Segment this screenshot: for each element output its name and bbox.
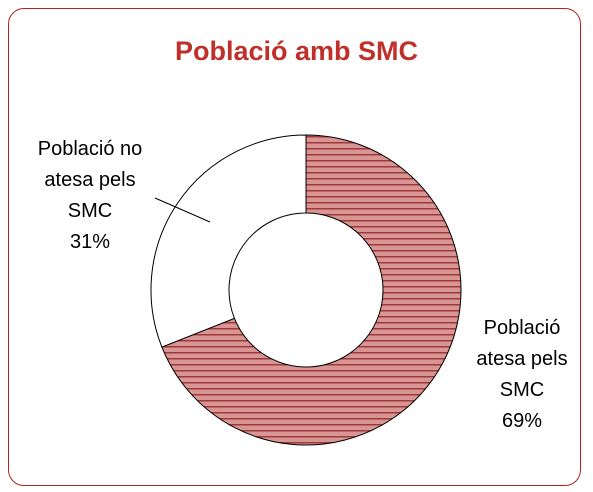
value-label: 31% <box>69 231 111 253</box>
chart-frame <box>8 8 581 486</box>
chart-title: Població amb SMC <box>174 36 419 66</box>
slice-label: Població no atesa pels SMC 31% <box>31 134 149 258</box>
leader-line <box>154 197 211 223</box>
slice-label: Població atesa pels SMC 69% <box>463 313 581 437</box>
donut-slice <box>161 134 462 446</box>
donut-slice <box>150 134 307 348</box>
category-label: Població atesa pels SMC <box>476 317 568 401</box>
category-label: Població no atesa pels SMC <box>37 138 143 222</box>
value-label: 69% <box>501 410 543 432</box>
